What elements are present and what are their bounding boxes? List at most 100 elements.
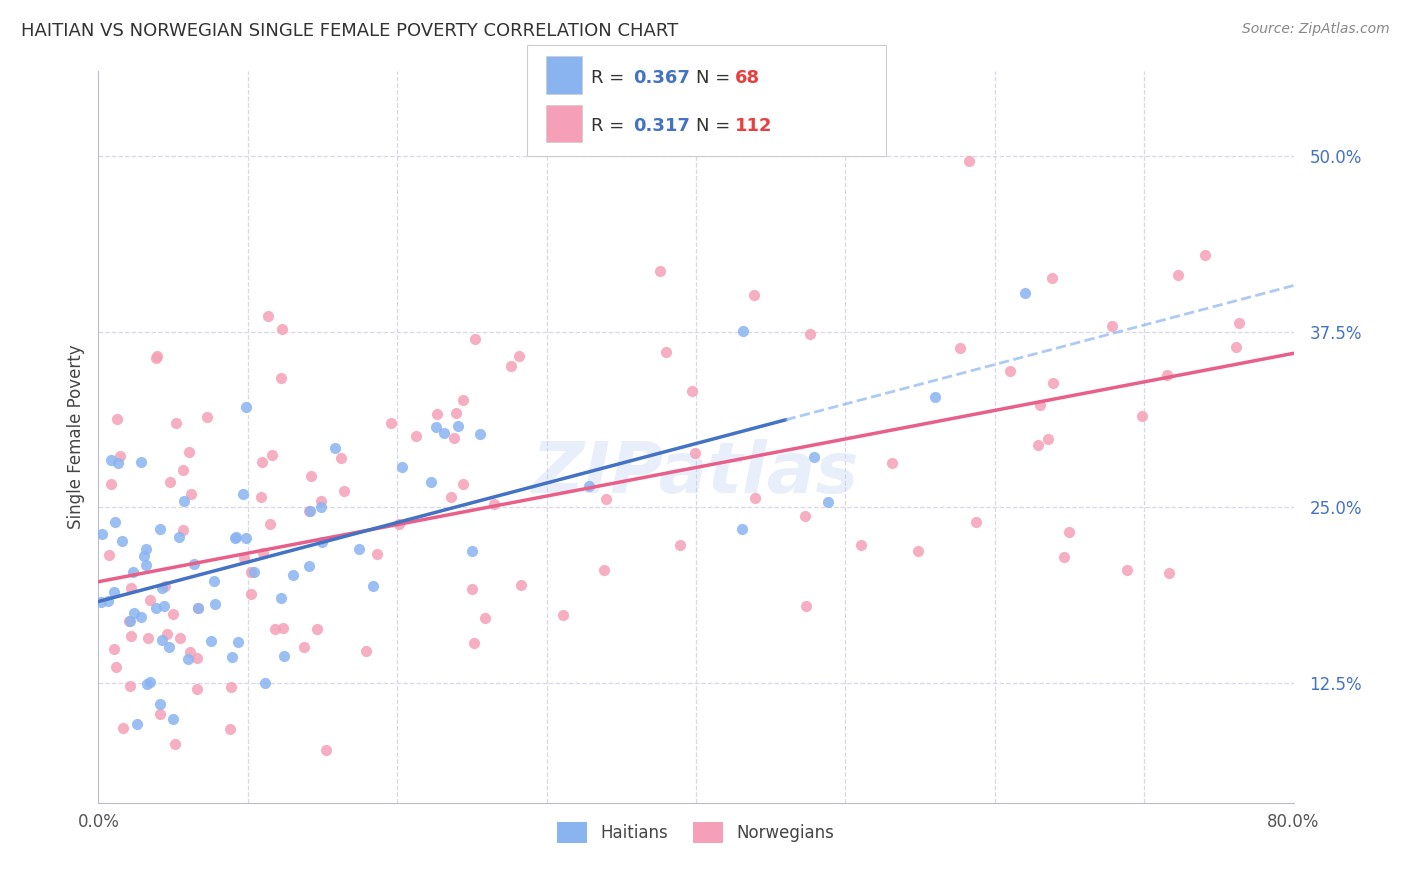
Point [361,579,384,593]
Text: 0.317: 0.317 [633,117,689,135]
Text: 0.367: 0.367 [633,69,689,87]
Point [1040,271,1063,285]
Point [1029,398,1052,412]
Point [444,406,467,420]
Point [139,593,162,607]
Point [270,371,292,385]
Point [131,808,153,822]
Point [742,287,765,301]
Point [253,676,276,690]
Text: 112: 112 [735,117,773,135]
Point [180,487,202,501]
Point [224,531,246,545]
Point [202,574,225,588]
Point [187,601,209,615]
Point [681,384,703,398]
Point [998,364,1021,378]
Point [162,712,184,726]
Point [120,628,142,642]
Point [122,606,145,620]
Point [283,568,305,582]
Point [482,497,505,511]
Point [380,416,402,430]
Point [297,504,319,518]
Point [111,533,134,548]
Point [461,582,484,596]
Point [309,500,332,514]
Point [299,469,322,483]
Point [145,351,167,366]
Point [97,548,120,562]
Point [152,599,174,613]
Point [347,541,370,556]
Point [186,682,208,697]
Point [468,426,491,441]
Point [366,547,388,561]
Point [592,563,614,577]
Point [451,476,474,491]
Point [551,607,574,622]
Point [257,310,280,324]
Text: 68: 68 [735,69,761,87]
Point [907,544,929,558]
Point [195,410,218,425]
Point [91,526,114,541]
Point [1101,318,1123,333]
Text: R =: R = [591,117,630,135]
Point [226,634,249,648]
Point [135,677,157,691]
Point [172,462,194,476]
Text: N =: N = [696,69,735,87]
Point [232,487,254,501]
Point [447,419,470,434]
Point [464,332,486,346]
Point [451,392,474,407]
Point [169,631,191,645]
Point [219,723,242,737]
Point [165,737,187,751]
Point [325,442,347,456]
Point [849,537,872,551]
Point [463,636,485,650]
Point [262,448,284,462]
Point [148,522,170,536]
Y-axis label: Single Female Poverty: Single Female Poverty [66,345,84,529]
Point [132,549,155,563]
Point [595,492,617,507]
Point [145,600,167,615]
Point [461,544,484,558]
Point [330,451,353,466]
Point [156,627,179,641]
Point [118,679,141,693]
Point [420,475,443,490]
Point [299,504,322,518]
Point [97,593,120,607]
Point [309,494,332,508]
Point [1227,316,1250,330]
Point [105,411,128,425]
Point [271,621,294,635]
Text: Source: ZipAtlas.com: Source: ZipAtlas.com [1241,22,1389,37]
Point [149,706,172,721]
Point [150,581,173,595]
Point [121,565,143,579]
Point [100,452,122,467]
Point [966,515,988,529]
Point [167,530,190,544]
Point [252,455,274,469]
Point [242,566,264,580]
Point [200,633,222,648]
Point [578,479,600,493]
Point [508,350,530,364]
Point [239,566,262,580]
Point [165,838,187,853]
Point [1115,563,1137,577]
Point [112,722,135,736]
Point [654,344,676,359]
Point [501,359,523,373]
Point [796,599,818,614]
Point [235,401,257,415]
Point [264,622,287,636]
Point [509,578,531,592]
Point [187,601,209,615]
